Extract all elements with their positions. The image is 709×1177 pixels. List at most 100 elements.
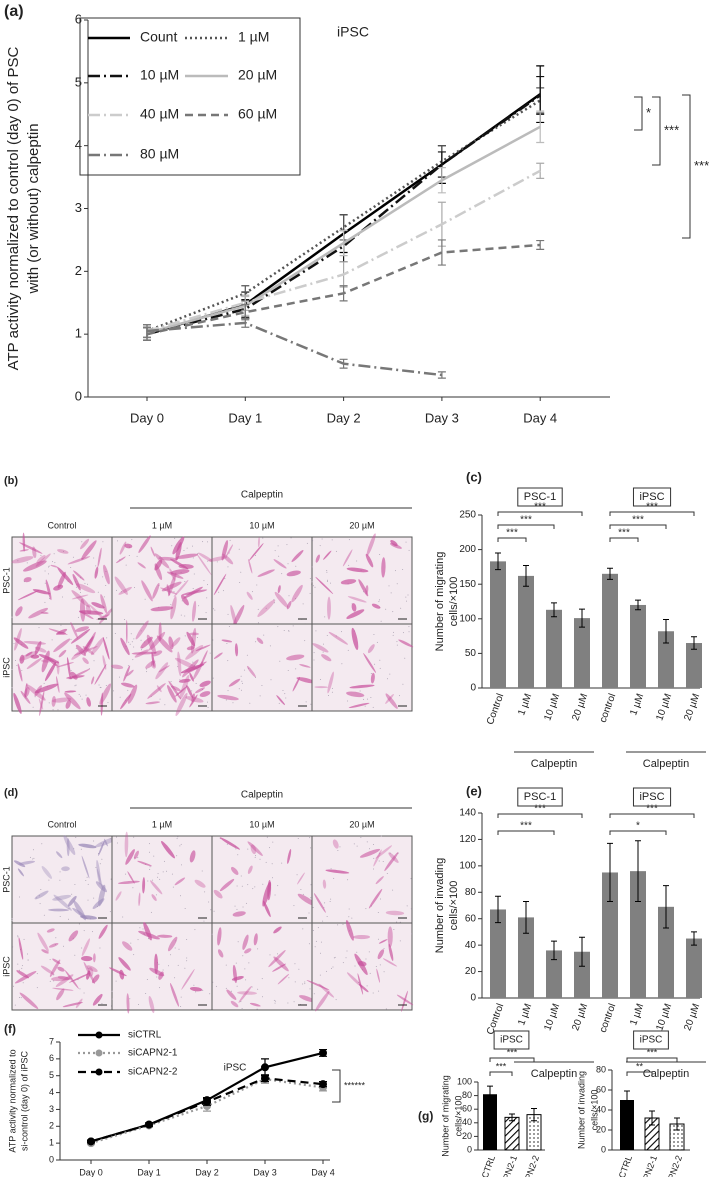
speck [52,709,54,711]
speck [52,561,54,563]
cell [189,632,200,636]
speck [44,601,46,603]
panel-letter: (c) [466,469,482,484]
cell [181,969,195,990]
y-tick-label: 100 [457,1076,472,1086]
column-label: 1 µM [152,520,172,530]
cell [351,627,359,650]
speck [146,978,148,980]
speck [346,950,348,952]
cell [126,993,130,1014]
bar [574,951,590,998]
micrograph [111,535,215,625]
cell [167,936,178,952]
cell [297,893,316,906]
speck [133,954,135,956]
speck [212,981,214,983]
speck [366,985,368,987]
speck [342,923,344,925]
x-tick-label: 10 µM [542,1002,562,1032]
x-tick-label: siCAPN2-1 [634,1154,659,1177]
speck [388,585,390,587]
cell [213,573,227,596]
cell [189,986,203,992]
speck [78,923,80,925]
speck [23,938,25,940]
cell [127,871,135,884]
speck [411,933,413,935]
cell [41,650,50,673]
cell [257,569,275,577]
cell [114,576,128,595]
y-axis-label: with (or without) calpeptin [25,123,42,294]
cell [71,646,88,660]
y-axis-label: Number of migrating [440,1075,450,1157]
micrograph-bg [111,835,213,924]
x-tick-label: Day 4 [523,410,557,425]
speck [226,843,228,845]
cell [230,604,238,629]
speck [229,539,231,541]
speck [408,626,410,628]
speck [313,652,315,654]
group-label-box [632,787,672,807]
speck [87,899,89,901]
speck [116,589,118,591]
speck [240,571,242,573]
significance-label: ****** [344,1080,366,1090]
cell [100,594,107,614]
speck [177,964,179,966]
speck [22,982,24,984]
speck [204,891,206,893]
cell [37,932,49,952]
speck [310,884,312,886]
cell [75,998,83,1009]
speck [48,598,50,600]
speck [319,952,321,954]
speck [230,990,232,992]
y-tick-label: 250 [459,510,476,521]
micrograph [208,536,313,629]
speck [366,841,368,843]
significance-label: *** [534,502,546,513]
speck [331,967,333,969]
bar [658,906,674,998]
speck [240,675,242,677]
speck [324,616,326,618]
speck [167,965,169,967]
speck [150,911,152,913]
speck [326,570,328,572]
speck [84,582,86,584]
cell [19,549,29,552]
speck [311,566,313,568]
speck [345,957,347,959]
speck [101,858,103,860]
x-tick-label: Day 3 [425,410,459,425]
cell [194,879,206,888]
speck [295,668,297,670]
speck [177,666,179,668]
speck [170,681,172,683]
cell [185,696,204,703]
speck [326,571,328,573]
cell [151,894,157,901]
speck [242,955,244,957]
speck [407,594,409,596]
speck [222,590,224,592]
micrograph [311,835,413,924]
error-bar [495,552,501,571]
cell [253,933,258,946]
cell [199,691,211,697]
error-bar [531,1108,537,1122]
cell [359,848,381,858]
cell [99,683,112,705]
y-tick-label: 80 [462,1090,472,1100]
cell [347,596,367,603]
y-axis-label: cells/×100 [448,577,460,627]
speck [370,673,372,675]
legend-label: siCAPN2-2 [128,1067,178,1078]
cell [166,571,184,579]
speck [326,635,328,637]
speck [271,877,273,879]
